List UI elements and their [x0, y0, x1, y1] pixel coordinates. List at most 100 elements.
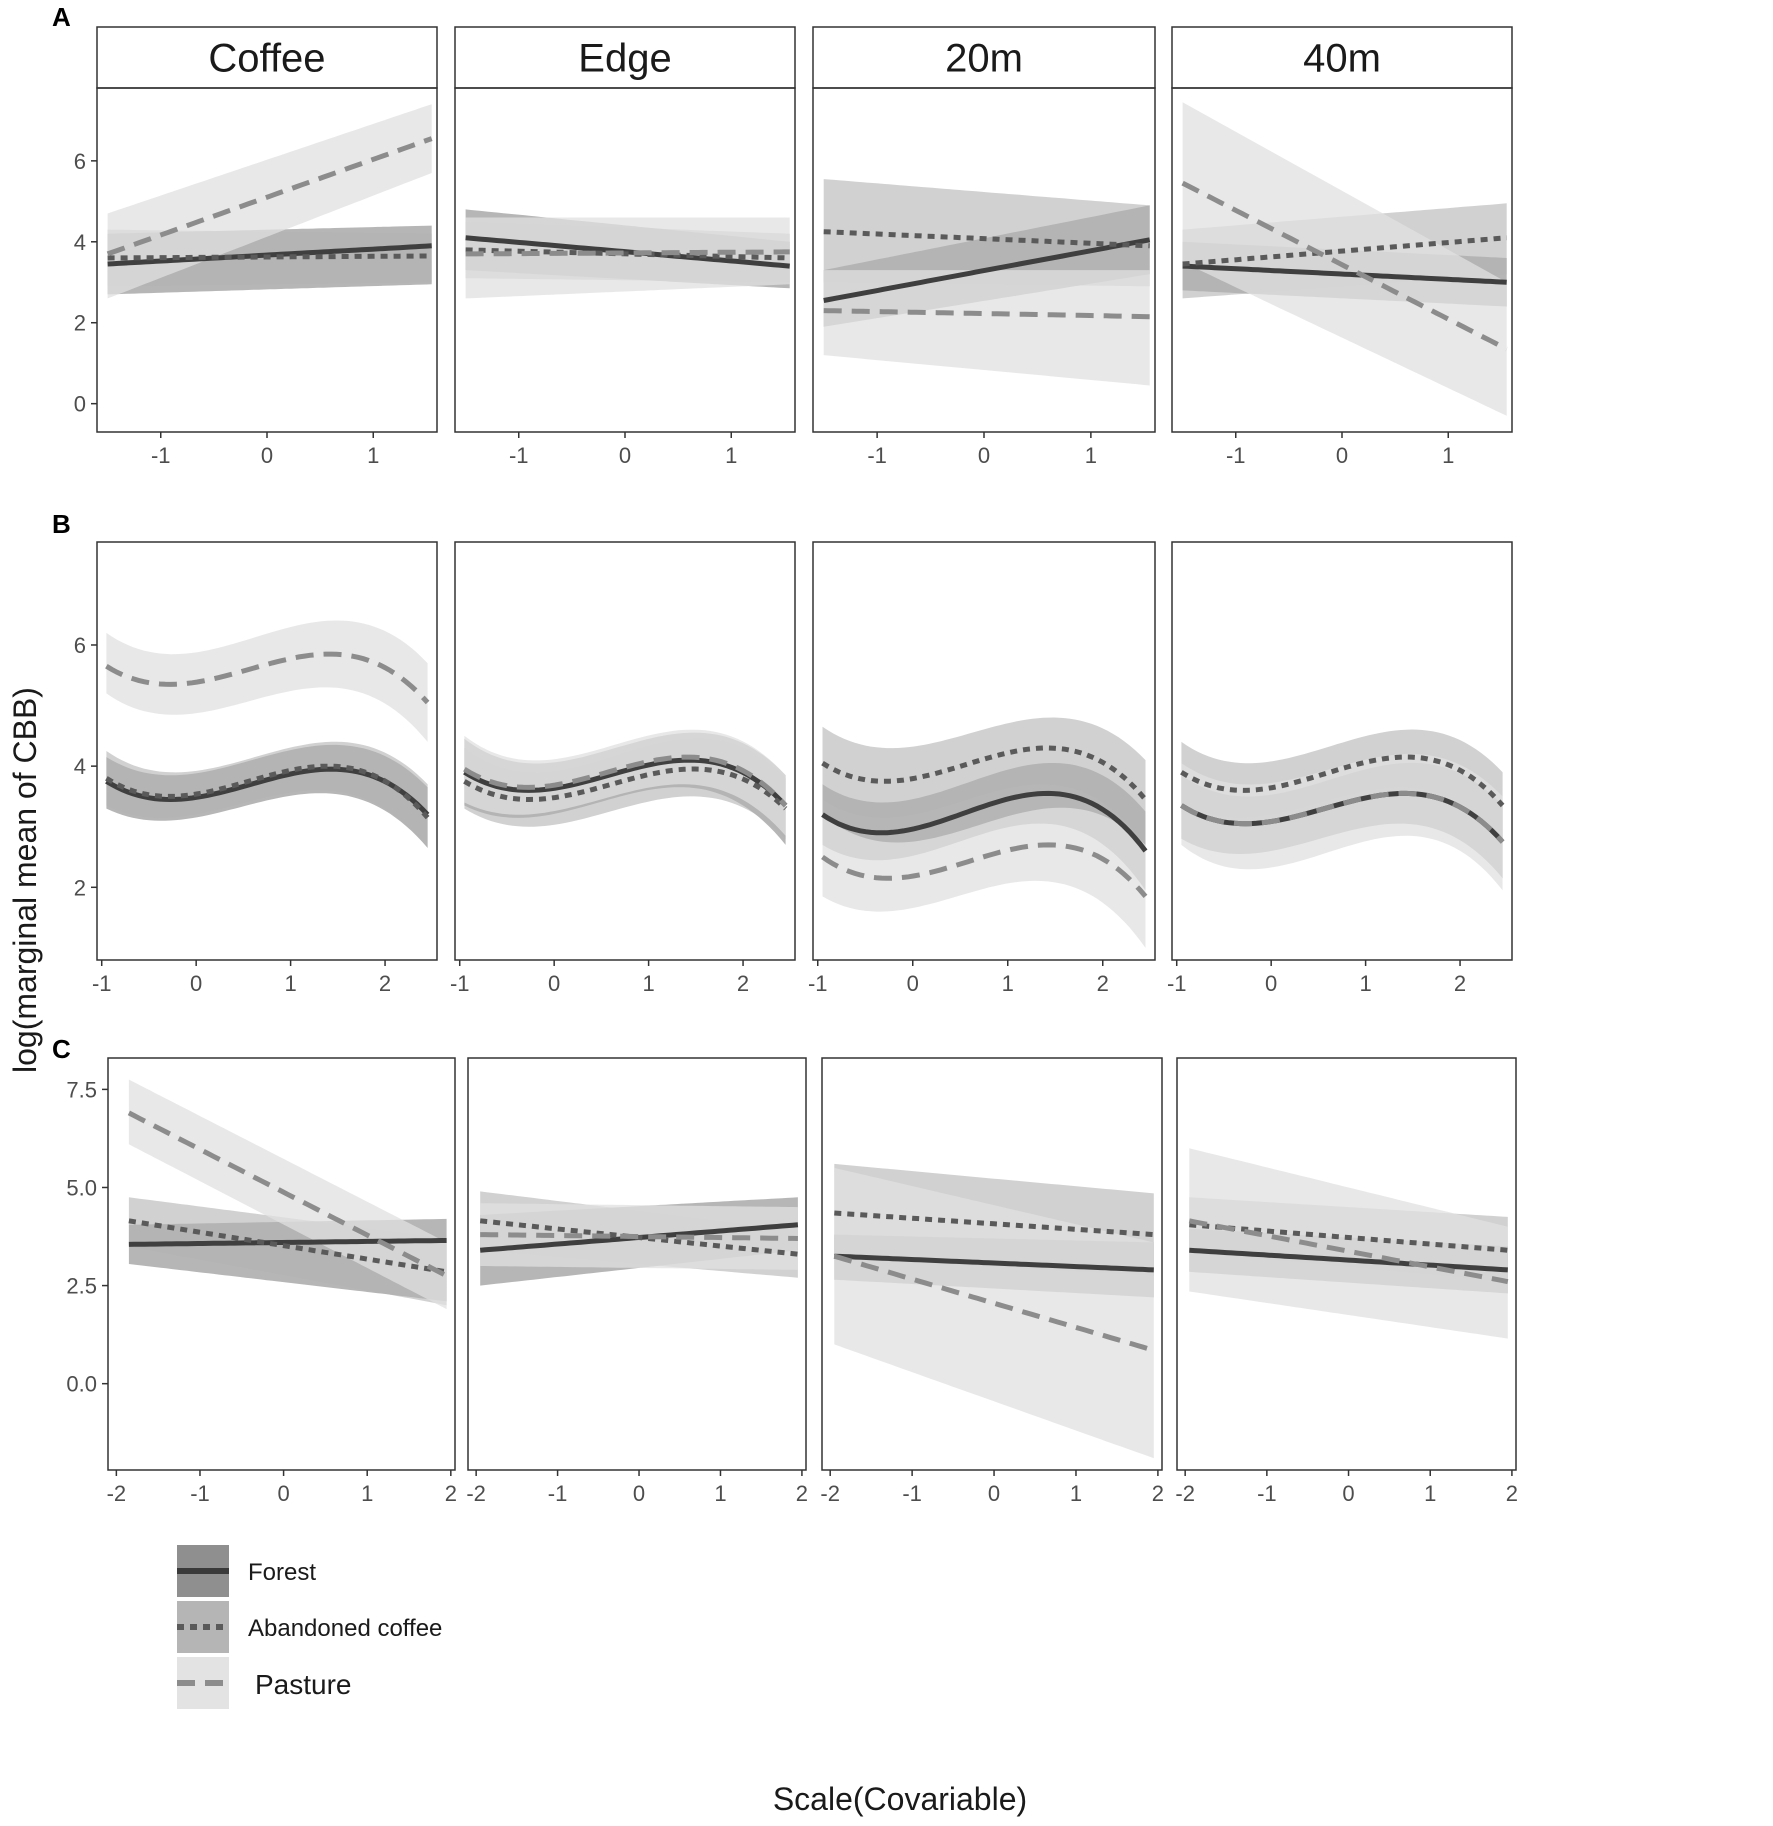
- series-line-abandoned-coffee: [465, 247, 790, 261]
- panel-border: [107, 1057, 456, 1471]
- series-line-abandoned-coffee: [821, 745, 1148, 802]
- panel-C-Edge: -2 -1 0 1 2: [466, 1057, 808, 1506]
- row-B: B -1 0 1 2 2 4 6 -1 0 1 2 -1 0 1 2 -1 0 1 2: [52, 509, 1513, 996]
- x-tick-label: 2: [1097, 971, 1109, 996]
- series-line-pasture: [821, 842, 1148, 899]
- x-tick-label: 1: [1424, 1481, 1436, 1506]
- y-tick-label: 0: [74, 392, 86, 417]
- ci-band-pasture: [107, 104, 432, 299]
- x-tick-label: -1: [1226, 443, 1246, 468]
- series-line-forest: [1182, 263, 1507, 285]
- series-line-abandoned-coffee: [1180, 754, 1505, 808]
- x-tick-label: 2: [1152, 1481, 1164, 1506]
- x-tick-label: -1: [902, 1481, 922, 1506]
- y-tick-label: 0.0: [66, 1372, 97, 1397]
- facet-strip-label: Edge: [578, 37, 671, 81]
- y-tick-label: 2.5: [66, 1274, 97, 1299]
- panel-border: [1176, 1057, 1517, 1471]
- x-tick-label: 0: [190, 971, 202, 996]
- facet-strip: [812, 26, 1156, 89]
- ci-band-pasture: [464, 729, 786, 836]
- series-line-abandoned-coffee: [834, 1210, 1154, 1238]
- row-label-A: A: [52, 2, 71, 32]
- row-C: C -2 -1 0 1 2 0.0 2.5 5.0 7.5 -2 -1 0 1 2 -2 -1 0 1 2 -2 -1 0 1…: [52, 1034, 1518, 1506]
- series-line-abandoned-coffee: [105, 763, 430, 820]
- series-line-pasture: [106, 136, 433, 257]
- panel-content: [1180, 729, 1505, 891]
- panel-content: [105, 620, 430, 848]
- x-tick-label: 1: [367, 443, 379, 468]
- x-tick-label: 1: [1002, 971, 1014, 996]
- series-line-forest: [1189, 1247, 1508, 1273]
- x-tick-label: 2: [737, 971, 749, 996]
- panel-A-20m: 20m -1 0 1: [812, 26, 1156, 468]
- legend-pasture-label: Pasture: [255, 1669, 352, 1700]
- panel-content: [465, 209, 790, 299]
- ci-band-abandoned-coffee: [128, 1197, 447, 1306]
- series-line-abandoned-coffee: [823, 229, 1150, 249]
- row-label-C: C: [52, 1034, 71, 1064]
- x-tick-label: -1: [450, 971, 470, 996]
- panel-content: [833, 1163, 1155, 1459]
- x-tick-label: 1: [1442, 443, 1454, 468]
- panel-border: [812, 541, 1156, 961]
- legend-abandoned-label: Abandoned coffee: [248, 1615, 442, 1642]
- ci-band-pasture: [1189, 1148, 1508, 1339]
- ci-band-pasture: [465, 217, 790, 299]
- series-line-pasture: [463, 754, 788, 808]
- series-line-abandoned-coffee: [107, 253, 432, 261]
- y-tick-label: 2: [74, 311, 86, 336]
- panel-content: [106, 104, 433, 299]
- x-tick-label: -2: [1175, 1481, 1195, 1506]
- row-label-B: B: [52, 509, 71, 539]
- panel-content: [1181, 102, 1508, 416]
- x-tick-label: 0: [261, 443, 273, 468]
- x-tick-label: 2: [379, 971, 391, 996]
- panel-content: [127, 1079, 448, 1310]
- x-tick-label: 1: [1085, 443, 1097, 468]
- series-line-abandoned-coffee: [1182, 235, 1507, 267]
- y-axis-title: log(marginal mean of CBB): [7, 687, 43, 1073]
- x-tick-label: 1: [1359, 971, 1371, 996]
- x-tick-label: -2: [107, 1481, 127, 1506]
- y-tick-label: 4: [74, 754, 86, 779]
- x-tick-label: 0: [907, 971, 919, 996]
- panel-A-Coffee: Coffee -1 0 1 0 2 4 6: [74, 26, 438, 468]
- facet-strip-label: 40m: [1303, 37, 1381, 81]
- panel-content: [821, 717, 1148, 948]
- x-tick-label: -1: [509, 443, 529, 468]
- x-tick-label: 0: [978, 443, 990, 468]
- series-line-pasture: [1180, 790, 1505, 844]
- ci-band-pasture: [106, 620, 428, 742]
- x-tick-label: 0: [1336, 443, 1348, 468]
- series-line-abandoned-coffee: [128, 1218, 447, 1275]
- panel-B-20m: -1 0 1 2: [808, 541, 1156, 996]
- panel-C-Coffee: -2 -1 0 1 2 0.0 2.5 5.0 7.5: [66, 1057, 457, 1506]
- series-line-abandoned-coffee: [1189, 1222, 1509, 1253]
- y-tick-label: 7.5: [66, 1077, 97, 1102]
- x-tick-label: -1: [1257, 1481, 1277, 1506]
- panel-A-40m: 40m -1 0 1: [1171, 26, 1513, 468]
- x-tick-label: -1: [867, 443, 887, 468]
- panel-border: [1171, 541, 1513, 961]
- x-tick-label: -2: [820, 1481, 840, 1506]
- x-tick-label: 2: [1506, 1481, 1518, 1506]
- panel-C-20m: -2 -1 0 1 2: [820, 1057, 1164, 1506]
- x-tick-label: 2: [1454, 971, 1466, 996]
- row-A: A Coffee -1 0 1 0 2 4 6 Edge -1 0 1 20m -1 0 1 40m -1 0 1: [52, 2, 1513, 468]
- ci-band-pasture: [822, 807, 1146, 948]
- panel-B-Edge: -1 0 1 2: [450, 541, 796, 996]
- series-line-forest: [463, 757, 788, 808]
- x-tick-label: 2: [445, 1481, 457, 1506]
- series-line-pasture: [480, 1232, 798, 1241]
- x-tick-label: 1: [642, 971, 654, 996]
- x-tick-label: 1: [714, 1481, 726, 1506]
- series-line-forest: [834, 1253, 1154, 1273]
- ci-band-pasture: [834, 1167, 1154, 1459]
- x-tick-label: -1: [548, 1481, 568, 1506]
- legend-forest-label: Forest: [248, 1559, 316, 1586]
- panel-content: [463, 729, 788, 845]
- y-tick-label: 6: [74, 149, 86, 174]
- x-tick-label: 0: [988, 1481, 1000, 1506]
